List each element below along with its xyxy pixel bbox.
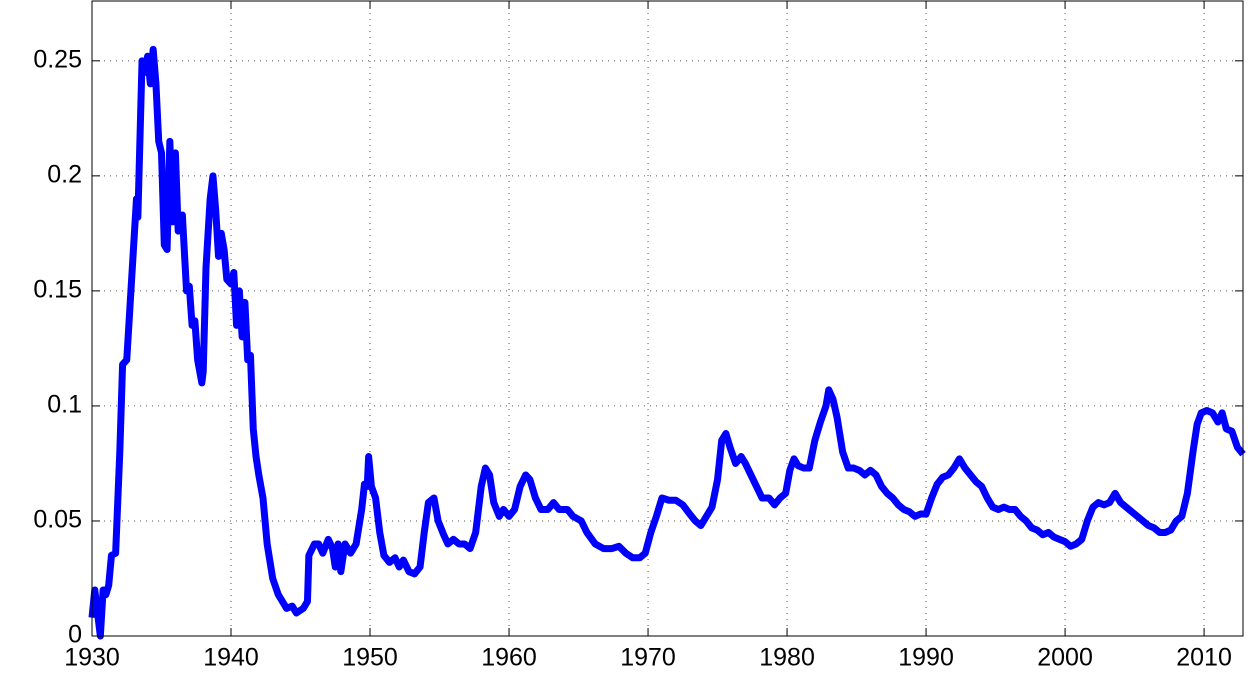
y-tick-label: 0.2 [47, 160, 82, 188]
x-tick-label: 1940 [203, 644, 259, 672]
x-tick-label: 1960 [481, 644, 537, 672]
x-tick-label: 1980 [759, 644, 815, 672]
y-tick-label: 0 [68, 621, 82, 649]
x-tick-label: 1950 [342, 644, 398, 672]
y-tick-label: 0.15 [33, 276, 82, 304]
x-tick-label: 1930 [64, 644, 120, 672]
data-line [88, 45, 1246, 640]
x-tick-label: 1970 [620, 644, 676, 672]
y-tick-label: 0.25 [33, 45, 82, 73]
plot-area [92, 1, 1243, 636]
x-tick-label: 2010 [1176, 644, 1232, 672]
y-tick-label: 0.1 [47, 391, 82, 419]
y-tick-label: 0.05 [33, 506, 82, 534]
axes-box [91, 0, 1244, 637]
x-tick-label: 1990 [898, 644, 954, 672]
x-tick-label: 2000 [1037, 644, 1093, 672]
